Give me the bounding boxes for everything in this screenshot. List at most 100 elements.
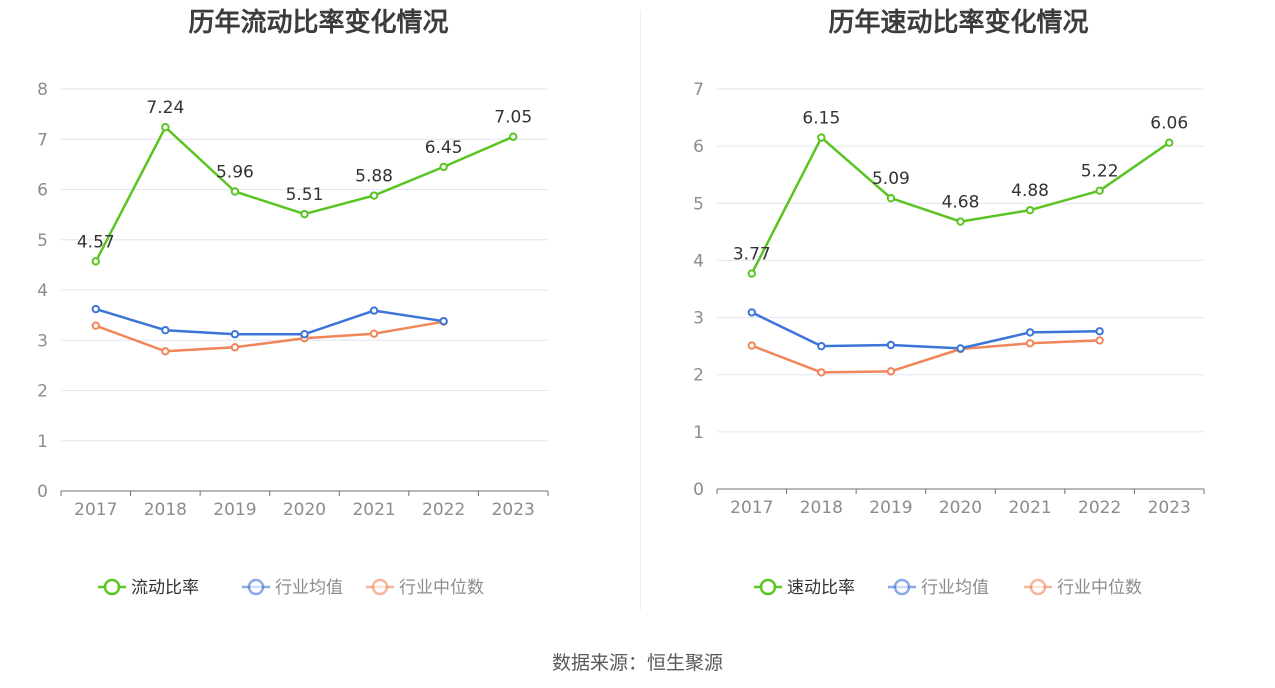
legend-marker: [893, 578, 911, 596]
x-tick-label: 2020: [283, 500, 326, 520]
legend-marker: [759, 578, 777, 596]
data-point: [300, 209, 309, 219]
legend-label: 速动比率: [787, 578, 855, 598]
series-line: [751, 339, 1100, 374]
y-tick-label: 7: [693, 80, 704, 100]
x-tick-label: 2023: [492, 500, 535, 520]
data-point: [1095, 327, 1104, 336]
data-point: [886, 340, 896, 350]
y-tick-label: 0: [693, 480, 704, 500]
legend-item: 行业均值: [242, 578, 343, 598]
data-point: [161, 347, 170, 356]
data-point: [91, 304, 100, 314]
legend-label: 行业中位数: [399, 578, 484, 598]
data-label: 6.45: [425, 138, 463, 158]
data-point: [956, 217, 965, 226]
data-point: [439, 316, 448, 326]
data-point: [1165, 138, 1174, 147]
y-tick-label: 3: [37, 331, 48, 351]
x-tick-label: 2021: [1008, 498, 1051, 518]
data-point: [1025, 205, 1035, 215]
data-point: [161, 326, 170, 335]
data-point: [817, 341, 826, 351]
legend: 流动比率 行业均值 行业中位数: [98, 578, 484, 598]
panel-divider: [640, 10, 641, 610]
data-label: 6.15: [802, 109, 840, 129]
data-label: 5.51: [286, 185, 324, 205]
legend-marker: [1029, 578, 1047, 596]
x-tick-label: 2023: [1148, 498, 1191, 518]
data-point: [1025, 339, 1035, 348]
current-ratio-chart-title: 历年流动比率变化情况: [188, 8, 449, 38]
data-point: [956, 344, 965, 353]
data-point: [1025, 328, 1035, 337]
legend-label: 行业中位数: [1057, 578, 1142, 598]
data-point: [747, 308, 756, 317]
legend-marker: [371, 578, 389, 596]
data-point: [439, 162, 448, 172]
data-point: [230, 330, 240, 339]
data-point: [886, 367, 896, 376]
y-tick-label: 0: [37, 482, 48, 502]
legend-item: 行业均值: [888, 578, 989, 598]
x-tick-label: 2022: [422, 500, 465, 520]
series-line: [95, 320, 444, 353]
x-tick-label: 2018: [144, 500, 187, 520]
data-point: [886, 193, 896, 203]
data-label: 5.22: [1081, 162, 1119, 182]
data-label: 4.88: [1011, 181, 1049, 201]
current-ratio-chart: 0 1 2 3 4 5 6 7 8 2017 2018 2019 2020 2021 2022 2023 4.5…: [37, 80, 549, 598]
legend-marker: [247, 578, 265, 596]
data-point: [747, 269, 756, 278]
quick-ratio-chart-panel: 历年速动比率变化情况 0 1 2 3 4 5 6 7 2017 2018 2019 2020 2021 2…: [640, 0, 1275, 620]
data-label: 5.88: [355, 167, 393, 187]
y-tick-label: 6: [37, 181, 48, 201]
series-1: [91, 304, 448, 339]
legend-item: 行业中位数: [1024, 578, 1142, 598]
series-line: [751, 311, 1100, 350]
data-point: [817, 368, 826, 377]
x-tick-label: 2017: [730, 498, 773, 518]
x-tick-label: 2017: [74, 500, 117, 520]
y-tick-label: 1: [693, 423, 704, 443]
series-0: 3.77 6.15 5.09 4.68 4.88 5.22 6.06: [733, 109, 1188, 278]
x-tick-label: 2019: [869, 498, 912, 518]
data-label: 7.05: [494, 108, 532, 128]
data-point: [230, 343, 240, 352]
data-source-note: 数据来源：恒生聚源: [551, 652, 723, 674]
data-point: [369, 191, 379, 200]
data-label: 6.06: [1150, 114, 1188, 134]
y-tick-label: 3: [693, 309, 704, 329]
data-point: [230, 187, 240, 196]
data-point: [817, 133, 826, 142]
series-1: [747, 308, 1104, 353]
legend-item: 速动比率: [754, 578, 855, 598]
data-point: [91, 257, 100, 266]
quick-ratio-chart: 0 1 2 3 4 5 6 7 2017 2018 2019 2020 2021 2022 2023 3.77…: [693, 80, 1205, 598]
x-tick-label: 2022: [1078, 498, 1121, 518]
current-ratio-chart-panel: 历年流动比率变化情况 0 1 2 3 4 5 6 7 8 2017 2018 2019 2020 2021…: [0, 0, 637, 620]
legend: 速动比率 行业均值 行业中位数: [754, 578, 1142, 598]
data-point: [369, 306, 379, 315]
series-line: [95, 307, 444, 336]
y-tick-label: 4: [693, 251, 704, 271]
y-tick-label: 2: [37, 382, 48, 402]
quick-ratio-chart-title: 历年速动比率变化情况: [828, 8, 1089, 38]
data-point: [369, 329, 379, 338]
data-label: 5.09: [872, 169, 910, 189]
data-label: 4.57: [77, 232, 115, 252]
y-tick-label: 2: [693, 366, 704, 386]
y-tick-label: 8: [37, 80, 48, 100]
series-0: 4.57 7.24 5.96 5.51 5.88 6.45 7.05: [77, 98, 532, 266]
legend-label: 行业均值: [921, 578, 989, 598]
y-tick-label: 1: [37, 432, 48, 452]
gridlines: [717, 88, 1204, 433]
y-tick-label: 6: [693, 137, 704, 157]
data-label: 5.96: [216, 163, 254, 183]
y-tick-label: 5: [693, 194, 704, 214]
gridlines: [61, 88, 548, 442]
data-point: [161, 122, 170, 132]
legend-label: 行业均值: [275, 578, 343, 598]
data-point: [1095, 186, 1104, 195]
data-label: 7.24: [146, 98, 184, 118]
